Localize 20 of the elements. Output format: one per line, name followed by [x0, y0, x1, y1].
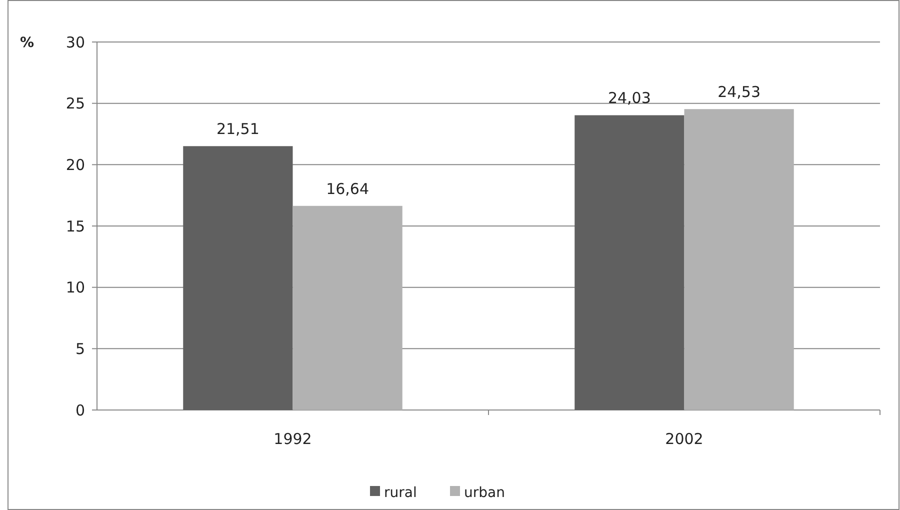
- y-tick-label: 15: [66, 217, 85, 236]
- x-tick-label: 2002: [665, 430, 704, 448]
- bar: [292, 206, 402, 410]
- bar: [574, 115, 684, 410]
- x-tick-label: 1992: [274, 430, 312, 448]
- legend-label: rural: [384, 484, 417, 501]
- data-label: 24,03: [608, 89, 651, 108]
- bar: [684, 109, 794, 410]
- bar: [183, 146, 293, 410]
- y-tick-label: 10: [66, 278, 85, 297]
- y-tick-label: 25: [66, 94, 85, 113]
- y-tick-label: 0: [75, 401, 85, 420]
- y-tick-label: 30: [66, 33, 85, 52]
- data-label: 24,53: [718, 83, 761, 102]
- y-tick-label: 20: [66, 156, 85, 174]
- y-axis-title: %: [20, 34, 34, 51]
- legend-label: urban: [464, 484, 505, 501]
- data-label: 16,64: [326, 180, 370, 198]
- data-label: 21,51: [216, 120, 260, 138]
- y-tick-label: 5: [75, 340, 85, 358]
